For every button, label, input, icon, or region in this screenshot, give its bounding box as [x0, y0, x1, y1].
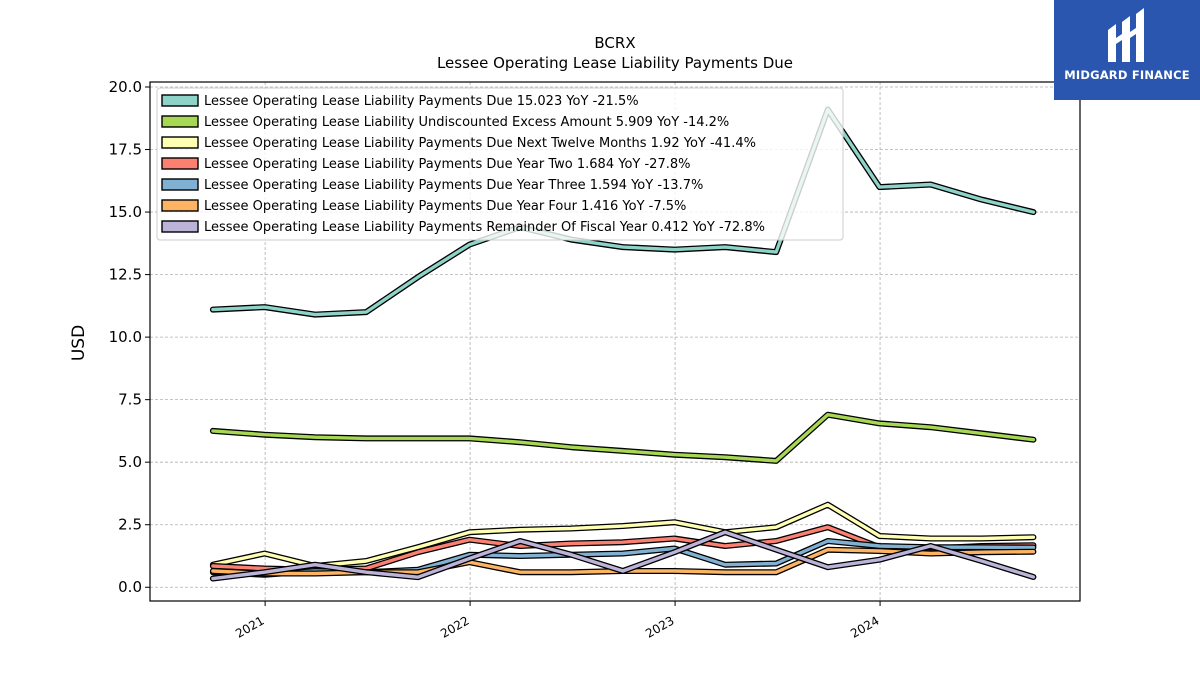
series-path — [211, 413, 1036, 463]
x-tick-label: 2024 — [848, 613, 881, 640]
y-tick-label: 10.0 — [109, 328, 142, 346]
series-line-7 — [209, 529, 1037, 582]
series-line-3 — [209, 501, 1037, 569]
chart-title: BCRX — [594, 34, 635, 52]
legend-label: Lessee Operating Lease Liability Payment… — [204, 94, 639, 109]
legend-entry: Lessee Operating Lease Liability Payment… — [161, 94, 639, 109]
legend: Lessee Operating Lease Liability Payment… — [156, 87, 844, 241]
legend-label: Lessee Operating Lease Liability Payment… — [204, 157, 690, 172]
legend-box — [156, 87, 844, 241]
midgard-logo-icon — [1108, 8, 1144, 62]
legend-entry: Lessee Operating Lease Liability Payment… — [161, 220, 765, 235]
series-path — [211, 530, 1036, 581]
legend-entry: Lessee Operating Lease Liability Payment… — [161, 199, 686, 214]
y-tick-label: 15.0 — [109, 203, 142, 221]
y-axis-label: USD — [69, 325, 89, 361]
legend-label: Lessee Operating Lease Liability Payment… — [204, 136, 756, 151]
chart-subtitle: Lessee Operating Lease Liability Payment… — [437, 54, 793, 72]
series-line-2 — [209, 411, 1037, 464]
legend-swatch — [161, 157, 199, 170]
y-tick-label: 7.5 — [118, 391, 142, 409]
brand-logo: MIDGARD FINANCE — [1054, 0, 1200, 100]
legend-swatch — [161, 178, 199, 191]
legend-entry: Lessee Operating Lease Liability Payment… — [161, 157, 690, 172]
y-axis: 0.0 2.5 5.0 7.5 10.0 12.5 15.0 17.5 20.0 — [109, 78, 150, 596]
series-group — [209, 106, 1037, 582]
y-tick-label: 2.5 — [118, 516, 142, 534]
legend-swatch — [161, 94, 199, 107]
brand-name: MIDGARD FINANCE — [1064, 68, 1190, 82]
legend-label: Lessee Operating Lease Liability Payment… — [204, 178, 703, 193]
x-tick-label: 2023 — [643, 613, 676, 640]
legend-swatch — [161, 115, 199, 128]
legend-swatch — [161, 199, 199, 212]
x-axis: 2021 2022 2023 2024 — [233, 601, 882, 641]
legend-entry: Lessee Operating Lease Liability Undisco… — [161, 115, 729, 130]
legend-label: Lessee Operating Lease Liability Undisco… — [204, 115, 729, 130]
legend-entry: Lessee Operating Lease Liability Payment… — [161, 178, 703, 193]
series-path — [211, 503, 1036, 568]
y-tick-label: 5.0 — [118, 453, 142, 471]
x-tick-label: 2021 — [233, 613, 266, 640]
legend-label: Lessee Operating Lease Liability Payment… — [204, 220, 765, 235]
legend-swatch — [161, 136, 199, 149]
y-tick-label: 20.0 — [109, 78, 142, 96]
legend-swatch — [161, 220, 199, 233]
legend-label: Lessee Operating Lease Liability Payment… — [204, 199, 686, 214]
series-line-1 — [209, 106, 1037, 318]
series-path — [211, 107, 1036, 317]
legend-entry: Lessee Operating Lease Liability Payment… — [161, 136, 756, 151]
plot-frame — [149, 81, 1081, 602]
y-tick-label: 17.5 — [109, 141, 142, 159]
x-tick-label: 2022 — [438, 613, 471, 640]
y-tick-label: 12.5 — [109, 266, 142, 284]
series-outline — [209, 501, 1037, 569]
y-tick-label: 0.0 — [118, 578, 142, 596]
